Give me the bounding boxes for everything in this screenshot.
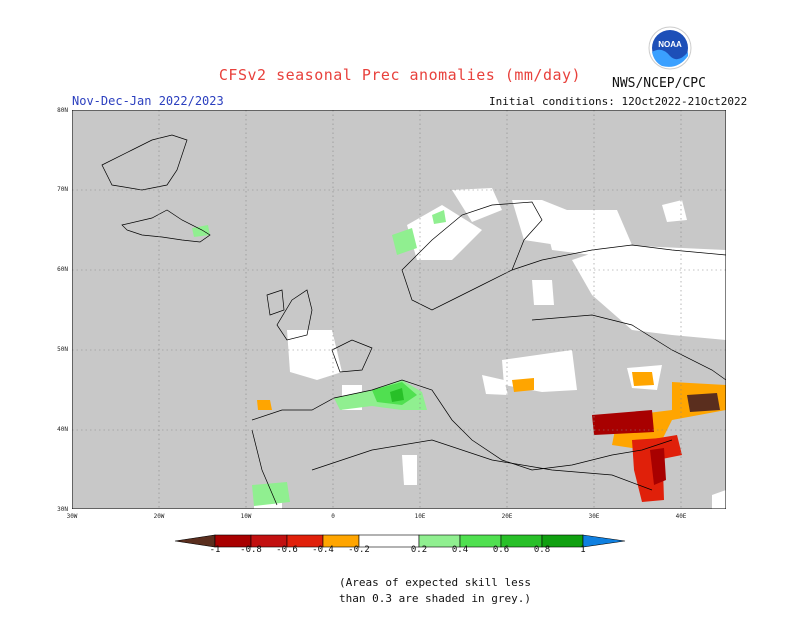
agency-label: NWS/NCEP/CPC: [612, 76, 706, 91]
lon-label-20w: 20W: [153, 513, 165, 520]
legend-label-06: 0.6: [492, 545, 510, 555]
skill-note-line2: than 0.3 are shaded in grey.): [338, 592, 532, 605]
lon-label-20e: 20E: [501, 513, 513, 520]
lat-label-50n: 50N: [57, 346, 68, 353]
legend-label-minus06: -0.6: [276, 545, 298, 555]
lat-label-60n: 60N: [57, 266, 68, 273]
noaa-logo: NOAA: [648, 26, 692, 70]
map-title: CFSv2 seasonal Prec anomalies (mm/day): [218, 66, 582, 84]
no-signal-areas: [254, 188, 726, 509]
skill-note-line1: (Areas of expected skill less: [338, 576, 532, 589]
graticule: [72, 110, 726, 509]
lon-label-40e: 40E: [675, 513, 687, 520]
legend-label-minus04: -0.4: [312, 545, 334, 555]
coastlines: [101, 134, 726, 506]
legend-label-04: 0.4: [451, 545, 469, 555]
lon-label-30e: 30E: [588, 513, 600, 520]
legend-label-1: 1: [580, 545, 586, 555]
legend-label-minus1: -1: [209, 545, 221, 555]
lon-label-10e: 10E: [414, 513, 426, 520]
color-legend: [174, 534, 626, 548]
negative-anomaly-areas: [257, 372, 726, 502]
precip-anomaly-map: [72, 110, 726, 509]
lat-label-70n: 70N: [57, 186, 68, 193]
legend-label-minus02: -0.2: [348, 545, 370, 555]
legend-label-08: 0.8: [533, 545, 551, 555]
legend-label-minus08: -0.8: [240, 545, 262, 555]
legend-swatch-above-1: [582, 534, 626, 548]
lon-label-0: 0: [331, 513, 335, 520]
lat-label-40n: 40N: [57, 426, 68, 433]
lon-label-30w: 30W: [66, 513, 78, 520]
positive-anomaly-areas: [192, 210, 446, 506]
svg-text:NOAA: NOAA: [658, 40, 682, 49]
lat-label-80n: 80N: [57, 107, 68, 114]
lat-label-30n: 30N: [57, 506, 68, 513]
initial-conditions: Initial conditions: 12Oct2022-21Oct2022: [489, 95, 748, 108]
forecast-period: Nov-Dec-Jan 2022/2023: [72, 94, 224, 108]
lon-label-10w: 10W: [240, 513, 252, 520]
legend-label-02: 0.2: [410, 545, 428, 555]
